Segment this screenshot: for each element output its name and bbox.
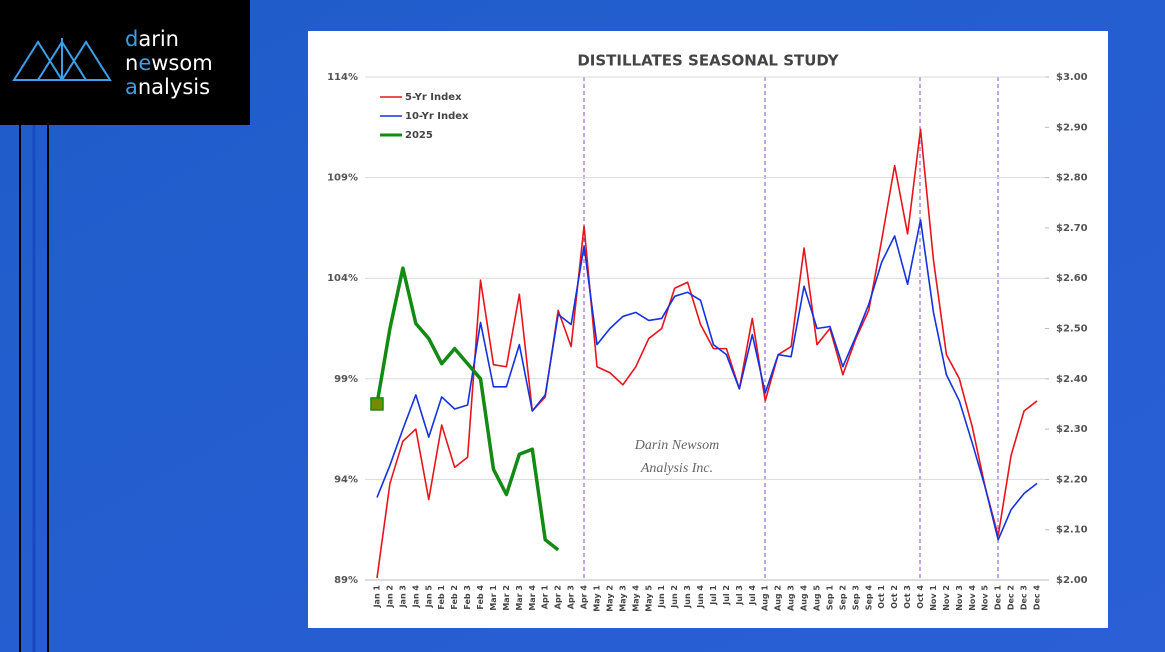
x-tick-label: Jul 4	[748, 585, 757, 606]
logo-icon	[12, 38, 112, 81]
x-tick-label: Dec 3	[1020, 585, 1029, 610]
x-tick-label: Apr 2	[554, 585, 563, 609]
x-tick-label: Nov 1	[929, 585, 938, 611]
y-tick-label: 109%	[327, 173, 358, 184]
watermark: Darin Newsom	[634, 438, 719, 453]
logo-line: newsom	[125, 51, 213, 75]
x-tick-label: Jun 4	[696, 585, 705, 609]
logo-word-part: e	[138, 51, 151, 75]
x-tick-label: Sep 3	[851, 585, 860, 610]
chart-title: DISTILLATES SEASONAL STUDY	[577, 52, 839, 70]
x-tick-label: Aug 5	[813, 585, 822, 611]
logo-box	[0, 0, 250, 125]
watermark: Analysis Inc.	[640, 461, 713, 476]
x-tick-label: Mar 2	[502, 585, 511, 611]
x-tick-label: Dec 1	[994, 585, 1003, 611]
chart: DISTILLATES SEASONAL STUDY Darin Newsom …	[327, 52, 1088, 612]
y2-tick-label: $2.80	[1056, 173, 1088, 184]
logo-line: analysis	[125, 75, 210, 99]
logo-word-part: d	[125, 27, 138, 51]
x-tick-label: Jan 5	[424, 585, 433, 609]
y2-tick-label: $2.70	[1056, 223, 1088, 234]
start-marker	[370, 397, 384, 411]
x-tick-label: Apr 1	[541, 585, 550, 610]
y2-tick-label: $2.30	[1056, 424, 1088, 435]
x-tick-label: Nov 3	[955, 585, 964, 611]
legend-label: 2025	[405, 130, 433, 141]
legend-label: 10-Yr Index	[405, 111, 469, 122]
x-tick-label: May 1	[593, 585, 602, 612]
x-tick-label: Nov 4	[968, 585, 977, 611]
x-tick-label: Aug 3	[787, 585, 796, 611]
logo-word-part: n	[125, 51, 138, 75]
x-tick-label: Sep 2	[838, 585, 847, 610]
y2-tick-label: $2.40	[1056, 374, 1088, 385]
series-line	[376, 128, 1038, 579]
x-tick-label: Oct 1	[877, 585, 886, 609]
y2-tick-label: $2.60	[1056, 273, 1088, 284]
x-tick-label: Feb 2	[450, 585, 459, 610]
y-tick-label: 89%	[334, 575, 358, 586]
x-tick-label: Jan 3	[398, 585, 407, 608]
logo-word-part: nalysis	[138, 75, 210, 99]
x-tick-label: Feb 4	[476, 585, 485, 610]
y-tick-label: 114%	[327, 72, 358, 83]
y2-tick-label: $2.20	[1056, 474, 1088, 485]
logo-word-part: a	[125, 75, 138, 99]
x-tick-label: Nov 5	[981, 585, 990, 611]
x-tick-label: Sep 4	[864, 585, 873, 611]
x-tick-label: May 2	[605, 585, 614, 612]
x-tick-label: Apr 4	[580, 585, 589, 610]
series-line	[376, 219, 1038, 541]
y2-tick-label: $2.00	[1056, 575, 1088, 586]
y-tick-label: 94%	[334, 474, 358, 485]
x-tick-label: Jul 3	[735, 585, 744, 606]
x-tick-label: Dec 4	[1033, 585, 1042, 611]
x-tick-label: Jan 4	[411, 585, 420, 609]
y2-tick-label: $3.00	[1056, 72, 1088, 83]
x-tick-label: May 3	[618, 585, 627, 612]
x-tick-label: Dec 2	[1007, 585, 1016, 610]
x-tick-label: Feb 3	[463, 585, 472, 610]
x-tick-label: Jul 1	[709, 585, 718, 606]
y2-tick-label: $2.10	[1056, 525, 1088, 536]
x-tick-label: Oct 3	[903, 585, 912, 609]
x-tick-label: Oct 4	[916, 585, 925, 609]
x-tick-label: Jul 2	[722, 585, 731, 606]
x-tick-label: Mar 1	[489, 585, 498, 611]
x-tick-label: Jun 2	[670, 585, 679, 609]
x-tick-label: Sep 1	[825, 585, 834, 611]
x-tick-label: May 4	[631, 585, 640, 612]
x-tick-label: Jun 1	[657, 585, 666, 609]
logo-word-part: arin	[138, 27, 179, 51]
x-tick-label: May 5	[644, 585, 653, 612]
x-tick-label: Apr 3	[567, 585, 576, 609]
y2-tick-label: $2.50	[1056, 324, 1088, 335]
x-tick-label: Oct 2	[890, 585, 899, 609]
x-tick-label: Feb 1	[437, 585, 446, 610]
series-line	[375, 266, 560, 552]
y-tick-label: 99%	[334, 374, 358, 385]
x-tick-label: Jan 2	[385, 585, 394, 608]
x-tick-label: Aug 2	[774, 585, 783, 611]
x-tick-label: Jun 3	[683, 585, 692, 609]
y-tick-label: 104%	[327, 273, 358, 284]
x-tick-label: Mar 3	[515, 585, 524, 611]
logo-word-part: wsom	[151, 51, 212, 75]
legend-label: 5-Yr Index	[405, 92, 462, 103]
x-tick-label: Jan 1	[373, 585, 382, 609]
chart-panel	[308, 31, 1108, 628]
x-tick-label: Mar 4	[528, 585, 537, 611]
y2-tick-label: $2.90	[1056, 122, 1088, 133]
x-tick-label: Nov 2	[942, 585, 951, 611]
logo-line: darin	[125, 27, 179, 51]
x-tick-label: Aug 1	[761, 585, 770, 611]
x-tick-label: Aug 4	[800, 585, 809, 611]
